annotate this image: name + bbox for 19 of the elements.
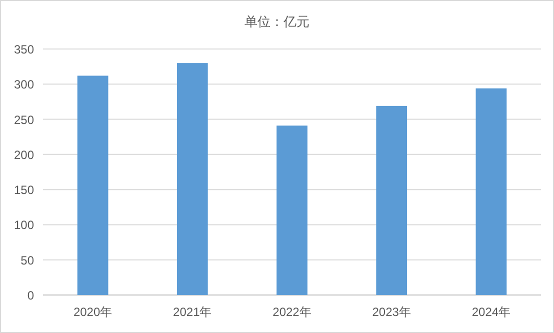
y-tick-label: 50 bbox=[20, 253, 34, 268]
x-tick-label: 2021年 bbox=[173, 305, 212, 319]
bar bbox=[476, 88, 507, 295]
y-tick-label: 0 bbox=[27, 288, 34, 302]
bar bbox=[276, 126, 308, 295]
x-tick-label: 2022年 bbox=[272, 305, 312, 319]
bar bbox=[376, 106, 408, 295]
x-tick-label: 2024年 bbox=[472, 305, 511, 319]
y-tick-label: 100 bbox=[14, 218, 34, 232]
x-tick-label: 2023年 bbox=[372, 305, 411, 319]
y-tick-label: 350 bbox=[14, 42, 34, 56]
y-tick-label: 250 bbox=[14, 112, 34, 127]
y-tick-label: 200 bbox=[14, 148, 34, 162]
y-tick-label: 300 bbox=[14, 78, 34, 92]
x-tick-label: 2020年 bbox=[73, 305, 112, 319]
bar bbox=[77, 76, 108, 295]
bar bbox=[176, 63, 208, 295]
chart-title: 单位：亿元 bbox=[244, 14, 310, 29]
y-tick-label: 150 bbox=[14, 183, 34, 198]
